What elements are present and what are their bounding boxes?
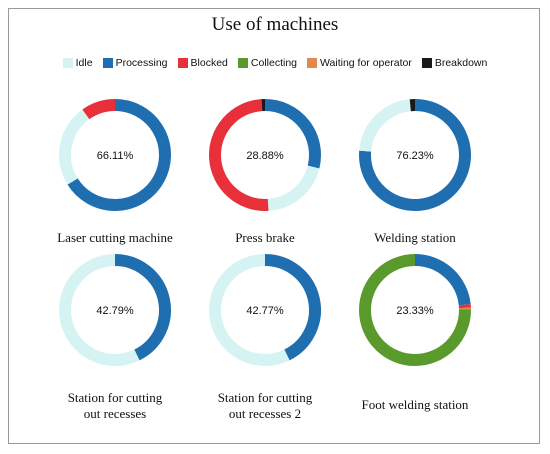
- center-percentage-label: 42.77%: [246, 305, 284, 317]
- caption-line: Station for cutting: [217, 390, 313, 405]
- slice-idle: [267, 165, 320, 211]
- caption-press-brake: Press brake: [180, 230, 350, 246]
- legend-label-breakdown: Breakdown: [434, 57, 488, 69]
- center-percentage-label: 23.33%: [396, 305, 434, 317]
- legend-swatch-processing: [102, 58, 113, 68]
- caption-station-cutting-recesses: Station for cutting out recesses: [30, 390, 200, 422]
- legend-item-idle: Idle: [62, 57, 93, 69]
- donut-laser-cutting-machine: 66.11%: [59, 99, 171, 211]
- legend-item-breakdown: Breakdown: [421, 57, 488, 69]
- caption-line: Foot welding station: [361, 397, 469, 412]
- legend-label-blocked: Blocked: [190, 57, 228, 69]
- slice-idle: [59, 109, 90, 185]
- chart-title: Use of machines: [211, 14, 339, 35]
- legend-swatch-breakdown: [421, 58, 432, 68]
- legend-swatch-blocked: [177, 58, 188, 68]
- legend-label-collecting: Collecting: [250, 57, 297, 69]
- caption-line: Station for cutting: [67, 390, 163, 405]
- donut-station-for-cutting-out-recesses-2: 42.77%: [209, 254, 321, 366]
- slice-collecting: [359, 254, 471, 366]
- donut-press-brake: 28.88%: [209, 99, 321, 211]
- slice-processing: [67, 99, 171, 211]
- caption-line: Laser cutting machine: [57, 230, 173, 245]
- legend-item-blocked: Blocked: [177, 57, 228, 69]
- donut-welding-station: 76.23%: [359, 99, 471, 211]
- legend-swatch-collecting: [237, 58, 248, 68]
- caption-laser-cutting-machine: Laser cutting machine: [30, 230, 200, 246]
- slice-processing: [264, 254, 321, 361]
- chart-frame: [8, 8, 540, 444]
- legend-item-collecting: Collecting: [237, 57, 297, 69]
- legend-swatch-idle: [62, 58, 73, 68]
- slice-blocked: [82, 99, 116, 120]
- caption-line: Welding station: [374, 230, 456, 245]
- legend-swatch-waiting: [307, 58, 317, 68]
- donut-station-for-cutting-out-recesses: 42.79%: [59, 254, 171, 366]
- center-percentage-label: 66.11%: [97, 150, 134, 162]
- legend-item-waiting: Waiting for operator: [307, 57, 412, 69]
- legend-label-processing: Processing: [115, 57, 168, 69]
- caption-line: Press brake: [235, 230, 295, 245]
- slice-processing: [414, 254, 471, 306]
- center-percentage-label: 42.79%: [96, 305, 134, 317]
- donut-foot-welding-station: 23.33%: [359, 254, 471, 366]
- slice-processing: [264, 99, 321, 169]
- caption-station-cutting-recesses-2: Station for cutting out recesses 2: [180, 390, 350, 422]
- caption-foot-welding-station: Foot welding station: [330, 397, 500, 413]
- legend-item-processing: Processing: [102, 57, 168, 69]
- center-percentage-label: 76.23%: [396, 150, 434, 162]
- center-percentage-label: 28.88%: [246, 150, 284, 162]
- caption-line: out recesses: [83, 406, 147, 421]
- slice-idle: [209, 254, 290, 366]
- legend-label-idle: Idle: [75, 57, 93, 69]
- legend: Idle Processing Blocked Collecting Waiti…: [0, 57, 550, 69]
- slice-processing: [114, 254, 171, 361]
- legend-label-waiting: Waiting for operator: [320, 57, 412, 69]
- slice-idle: [359, 99, 412, 152]
- slice-idle: [59, 254, 140, 366]
- slice-processing: [359, 99, 471, 211]
- caption-line: out recesses 2: [228, 406, 302, 421]
- slice-blocked: [209, 99, 269, 211]
- caption-welding-station: Welding station: [330, 230, 500, 246]
